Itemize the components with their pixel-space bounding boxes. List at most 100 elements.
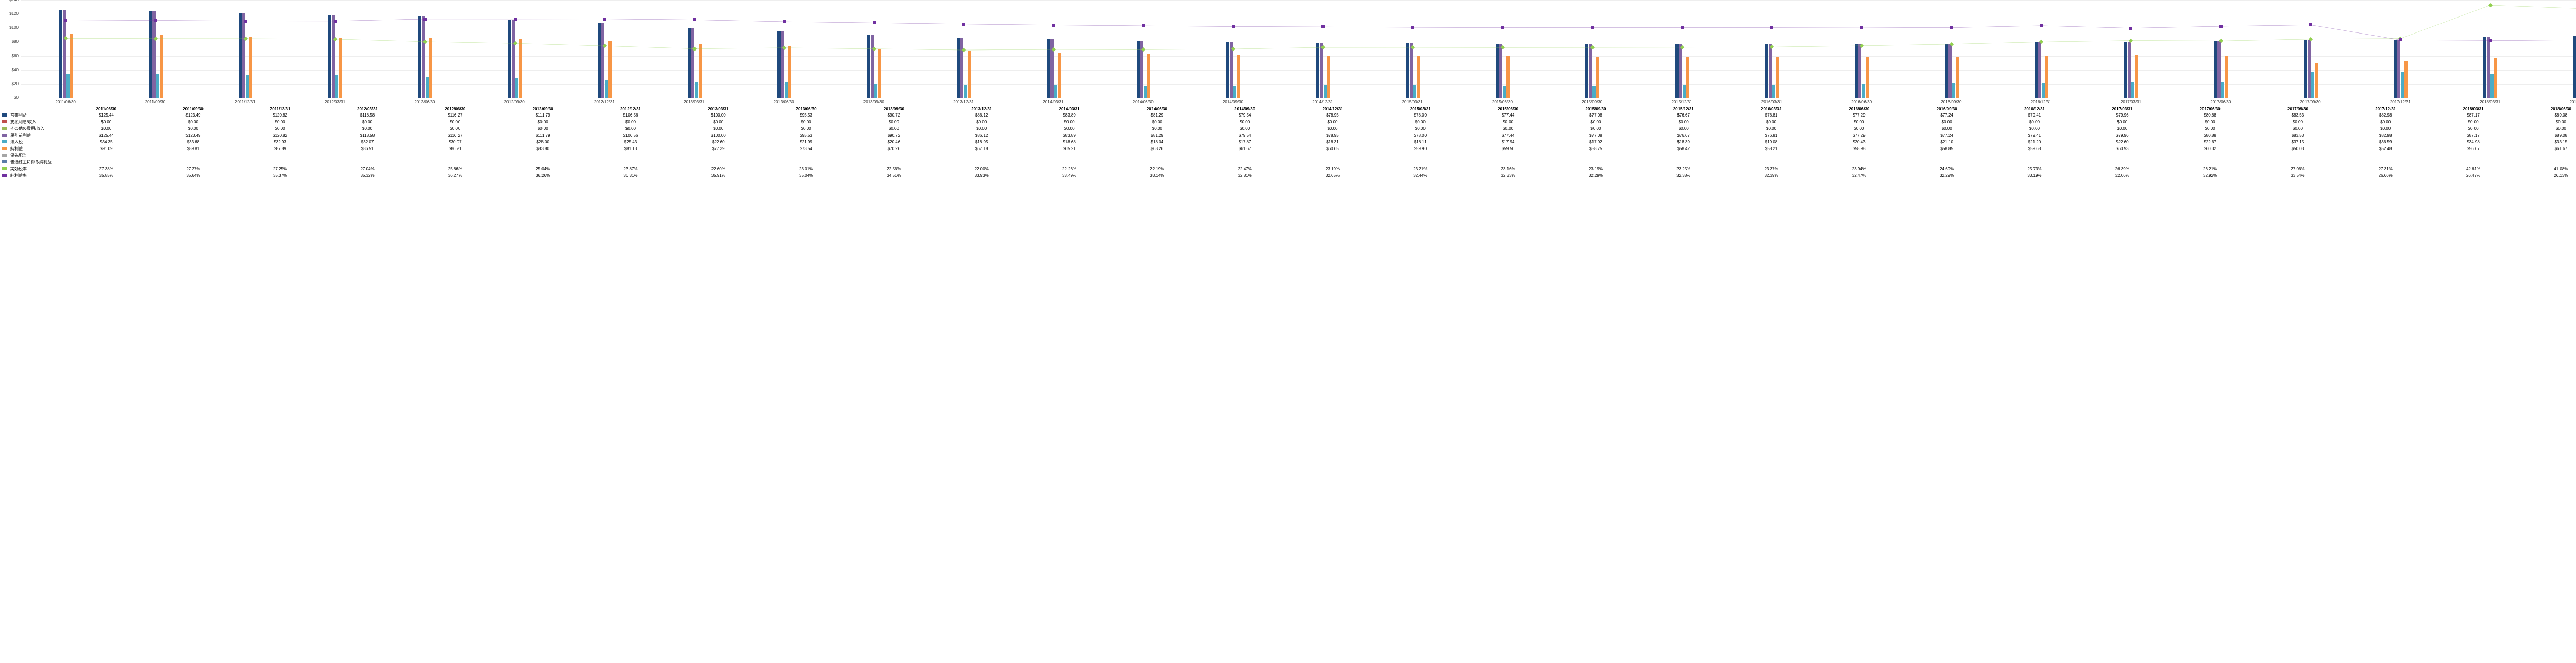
table-cell — [411, 159, 499, 165]
bar-net — [70, 34, 73, 98]
table-cell: $0.00 — [499, 119, 587, 125]
table-cell: $0.00 — [2166, 125, 2253, 132]
table-cell: $83.89 — [1025, 112, 1113, 119]
table-cell: 35.64% — [150, 172, 237, 179]
bar-pretax — [871, 35, 874, 98]
table-cell: $111.79 — [499, 132, 587, 139]
table-header: 2017/12/31 — [2342, 106, 2429, 112]
table-header: 2014/09/30 — [1201, 106, 1289, 112]
row-label-tax: 法人税 — [0, 139, 63, 145]
bar-group — [2535, 0, 2576, 98]
table-cell: $20.43 — [1815, 139, 1903, 145]
table-cell: $78.00 — [1377, 132, 1464, 139]
bar-tax — [1683, 85, 1686, 98]
bar-tax — [1862, 84, 1865, 98]
table-cell: 32.92% — [2166, 172, 2253, 179]
table-cell — [1991, 159, 2078, 165]
bar-net — [878, 49, 881, 98]
table-cell: $80.88 — [2166, 132, 2253, 139]
table-cell: $0.00 — [1464, 125, 1552, 132]
table-header: 2012/09/30 — [499, 106, 587, 112]
marker-nmr — [603, 18, 606, 21]
table-cell — [2517, 152, 2576, 159]
table-header: 2013/09/30 — [850, 106, 938, 112]
bar-group — [201, 0, 291, 98]
table-header: 2011/06/30 — [63, 106, 150, 112]
table-cell: $0.00 — [1025, 125, 1113, 132]
table-cell — [499, 152, 587, 159]
table-cell: $86.12 — [938, 132, 1025, 139]
table-header: 2011/09/30 — [150, 106, 237, 112]
table-cell: $90.72 — [850, 112, 938, 119]
row-label-etr: 実効税率 — [0, 165, 63, 172]
table-cell: $37.15 — [2254, 139, 2342, 145]
table-cell — [1289, 152, 1376, 159]
bar-group — [380, 0, 470, 98]
table-cell: $86.51 — [324, 145, 411, 152]
table-cell: $58.98 — [1815, 145, 1903, 152]
table-cell: $33.15 — [2517, 139, 2576, 145]
table-cell — [1991, 152, 2078, 159]
table-cell: $0.00 — [63, 119, 150, 125]
marker-nmr — [1860, 26, 1863, 29]
table-cell — [1464, 152, 1552, 159]
table-cell: $106.56 — [587, 112, 674, 119]
bar-group — [2355, 0, 2445, 98]
table-cell: $59.50 — [1464, 145, 1552, 152]
table-cell: $0.00 — [1113, 125, 1201, 132]
table-cell: $0.00 — [1552, 119, 1639, 125]
table-cell — [1289, 159, 1376, 165]
bar-net — [1506, 56, 1510, 98]
table-cell: $0.00 — [762, 125, 850, 132]
table-cell: $77.39 — [674, 145, 762, 152]
table-cell: 33.14% — [1113, 172, 1201, 179]
table-cell: 27.04% — [324, 165, 411, 172]
bar-tax — [1413, 85, 1416, 98]
table-cell: 35.37% — [236, 172, 324, 179]
bar-net — [1237, 55, 1240, 98]
table-header: 2018/03/31 — [2429, 106, 2517, 112]
table-cell — [2254, 159, 2342, 165]
table-cell: $60.32 — [2166, 145, 2253, 152]
bar-op — [777, 31, 781, 98]
table-cell — [1640, 159, 1727, 165]
table-header: 2012/03/31 — [324, 106, 411, 112]
bar-op — [1945, 44, 1948, 98]
table-cell: 24.69% — [1903, 165, 1991, 172]
table-cell: $21.20 — [1991, 139, 2078, 145]
table-cell: $125.44 — [63, 132, 150, 139]
bar-pretax — [2487, 37, 2490, 98]
table-cell: $77.44 — [1464, 112, 1552, 119]
bar-op — [1585, 44, 1588, 98]
bar-net — [1596, 57, 1599, 98]
bar-group — [111, 0, 200, 98]
table-cell: 27.25% — [236, 165, 324, 172]
table-cell: $22.60 — [2078, 139, 2166, 145]
table-cell — [2342, 159, 2429, 165]
table-cell — [1552, 152, 1639, 159]
table-cell: $86.21 — [411, 145, 499, 152]
bar-net — [2135, 55, 2138, 98]
bar-op — [957, 38, 960, 98]
table-header: 2012/12/31 — [587, 106, 674, 112]
bar-net — [2315, 63, 2318, 98]
bar-tax — [1952, 83, 1955, 98]
table-cell — [850, 152, 938, 159]
table-cell: $50.03 — [2254, 145, 2342, 152]
marker-nmr — [873, 21, 876, 24]
table-cell — [1025, 159, 1113, 165]
marker-nmr — [1321, 25, 1325, 28]
table-cell: $0.00 — [1991, 125, 2078, 132]
table-cell: 32.39% — [1727, 172, 1815, 179]
table-cell: 34.51% — [850, 172, 938, 179]
table-cell: 36.27% — [411, 172, 499, 179]
table-cell: $118.58 — [324, 112, 411, 119]
table-cell: $0.00 — [2342, 119, 2429, 125]
bar-pretax — [242, 13, 245, 98]
bar-net — [1058, 53, 1061, 98]
table-cell: $0.00 — [1991, 119, 2078, 125]
table-cell — [2342, 152, 2429, 159]
table-cell: $0.00 — [938, 125, 1025, 132]
bar-tax — [2221, 82, 2224, 98]
table-cell: $80.88 — [2166, 112, 2253, 119]
